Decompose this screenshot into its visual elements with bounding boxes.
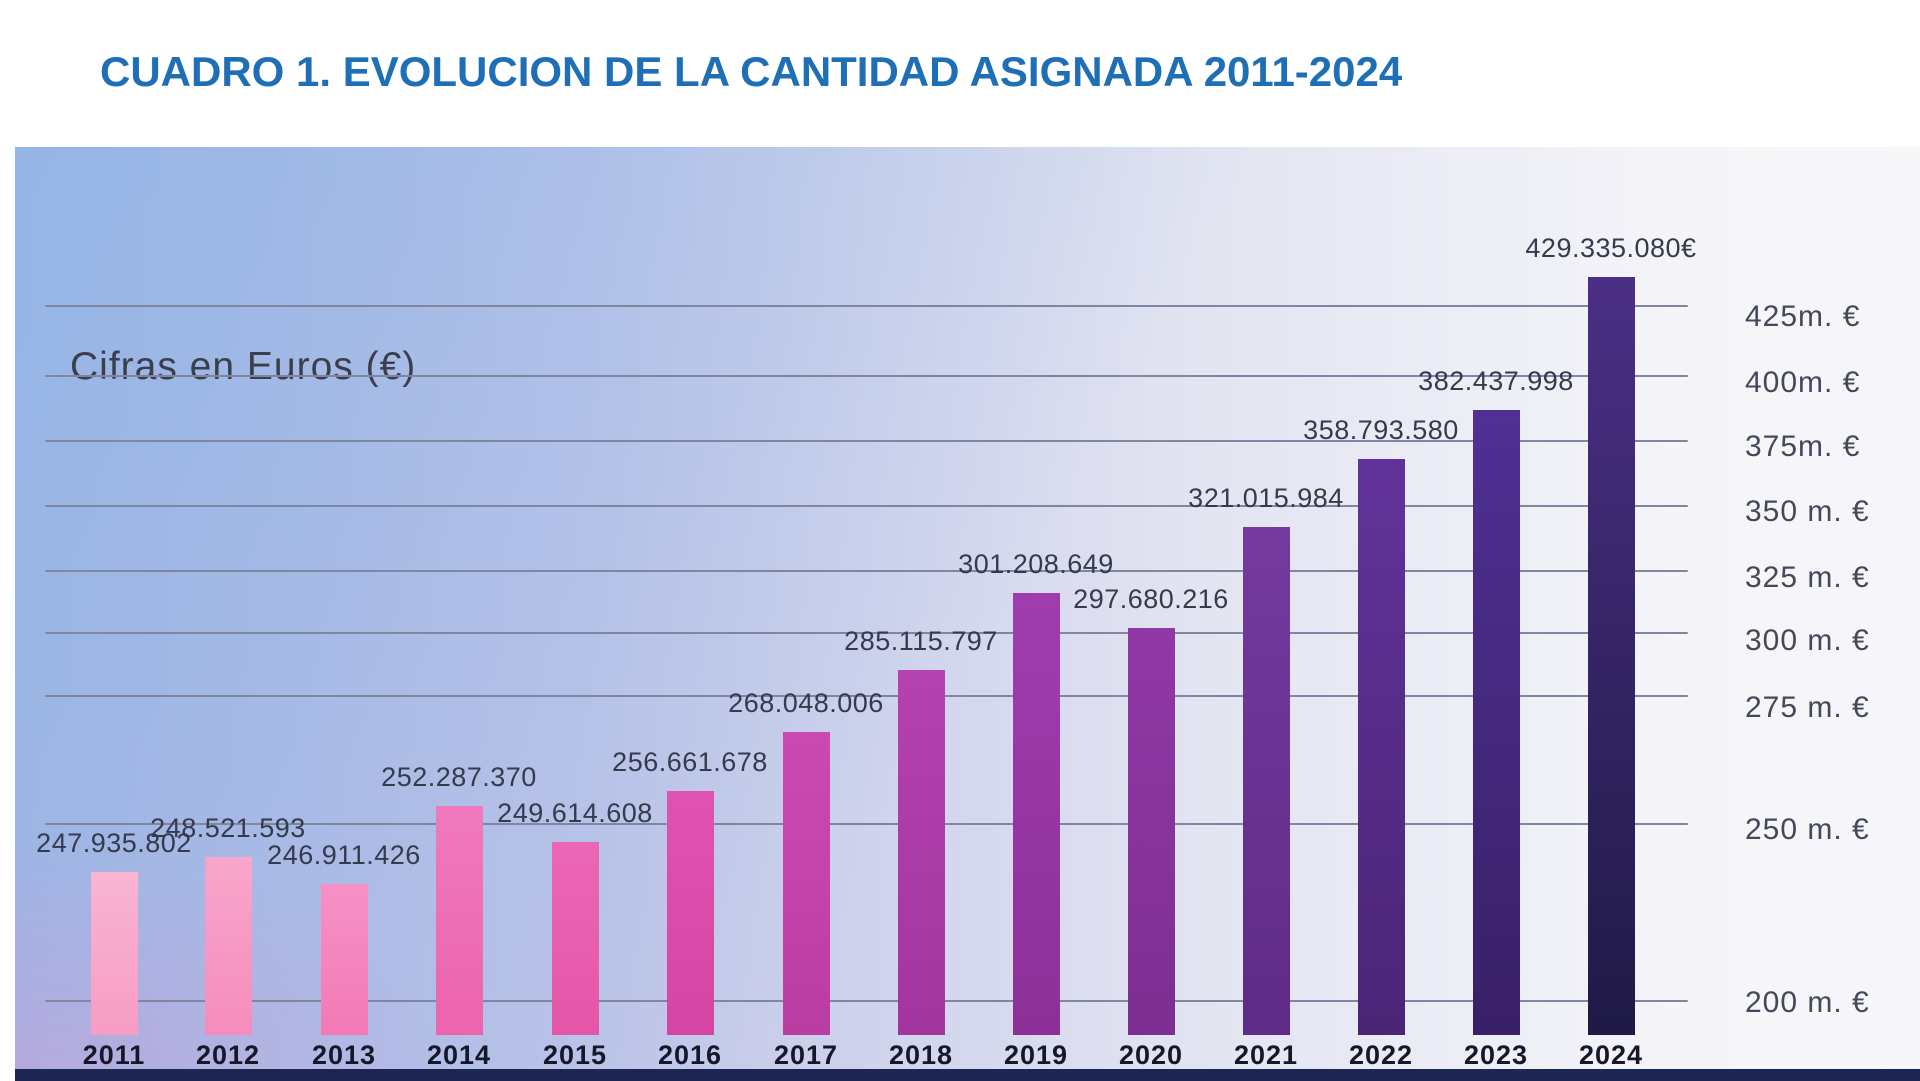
bar-2011 (90, 872, 138, 1035)
y-axis-tick-label: 425m. € (1745, 300, 1861, 333)
x-axis-year-label: 2019 (1003, 1040, 1069, 1070)
bar-value-label: 285.115.797 (844, 626, 998, 656)
x-axis-year-label: 2024 (1578, 1040, 1644, 1070)
x-axis-year-label: 2020 (1118, 1040, 1184, 1070)
y-axis-tick-label: 200 m. € (1745, 986, 1870, 1019)
bar-value-label: 246.911.426 (267, 840, 421, 870)
gridline (45, 823, 1688, 825)
bar-2024 (1587, 277, 1635, 1035)
bar-2017 (782, 732, 830, 1035)
bar-value-label: 301.208.649 (958, 549, 1114, 579)
bar-value-label: 256.661.678 (612, 747, 768, 777)
y-axis-tick-label: 375m. € (1745, 430, 1861, 463)
y-axis-tick-label: 325 m. € (1745, 561, 1870, 594)
chart-subtitle: Cifras en Euros (€) (70, 345, 417, 388)
bar-2012 (204, 857, 252, 1035)
bar-value-label: 429.335.080€ (1525, 233, 1697, 263)
y-axis-tick-label: 400m. € (1745, 366, 1861, 399)
bar-2013 (320, 884, 368, 1035)
x-axis-year-label: 2011 (82, 1040, 146, 1070)
bar-2022 (1357, 459, 1405, 1035)
x-axis-year-label: 2023 (1463, 1040, 1529, 1070)
gridline (45, 695, 1688, 697)
bar-2014 (435, 806, 483, 1035)
x-axis-year-label: 2014 (426, 1040, 492, 1070)
gridline (45, 440, 1688, 442)
bar-value-label: 249.614.608 (497, 798, 653, 828)
x-axis-year-label: 2016 (657, 1040, 723, 1070)
x-axis-year-label: 2012 (195, 1040, 261, 1070)
gridline (45, 375, 1688, 377)
x-axis-year-label: 2018 (888, 1040, 954, 1070)
x-axis-year-label: 2022 (1348, 1040, 1414, 1070)
bar-value-label: 248.521.593 (150, 813, 306, 843)
bar-2016 (666, 791, 714, 1035)
y-axis-tick-label: 300 m. € (1745, 624, 1870, 657)
gridline (45, 305, 1688, 307)
x-axis-year-label: 2013 (311, 1040, 377, 1070)
bottom-accent-strip (15, 1069, 1920, 1081)
x-axis-year-label: 2017 (773, 1040, 839, 1070)
bar-2018 (897, 670, 945, 1035)
bar-value-label: 247.935.802 (36, 828, 192, 858)
bar-value-label: 297.680.216 (1073, 584, 1229, 614)
bar-value-label: 252.287.370 (381, 762, 537, 792)
y-axis-tick-label: 275 m. € (1745, 691, 1870, 724)
bar-value-label: 268.048.006 (728, 688, 884, 718)
bar-2023 (1472, 410, 1520, 1035)
bar-value-label: 321.015.984 (1188, 483, 1344, 513)
gridline (45, 632, 1688, 634)
bar-2021 (1242, 527, 1290, 1035)
y-axis-tick-label: 250 m. € (1745, 813, 1870, 846)
x-axis-year-label: 2015 (542, 1040, 608, 1070)
gridline (45, 505, 1688, 507)
gridline (45, 570, 1688, 572)
gridline (45, 1000, 1688, 1002)
bar-2020 (1127, 628, 1175, 1035)
x-axis-year-label: 2021 (1233, 1040, 1299, 1070)
y-axis-tick-label: 350 m. € (1745, 495, 1870, 528)
page-title: CUADRO 1. EVOLUCION DE LA CANTIDAD ASIGN… (100, 48, 1403, 95)
bar-value-label: 382.437.998 (1418, 366, 1574, 396)
bar-2015 (551, 842, 599, 1035)
bar-value-label: 358.793.580 (1303, 415, 1459, 445)
bar-2019 (1012, 593, 1060, 1035)
